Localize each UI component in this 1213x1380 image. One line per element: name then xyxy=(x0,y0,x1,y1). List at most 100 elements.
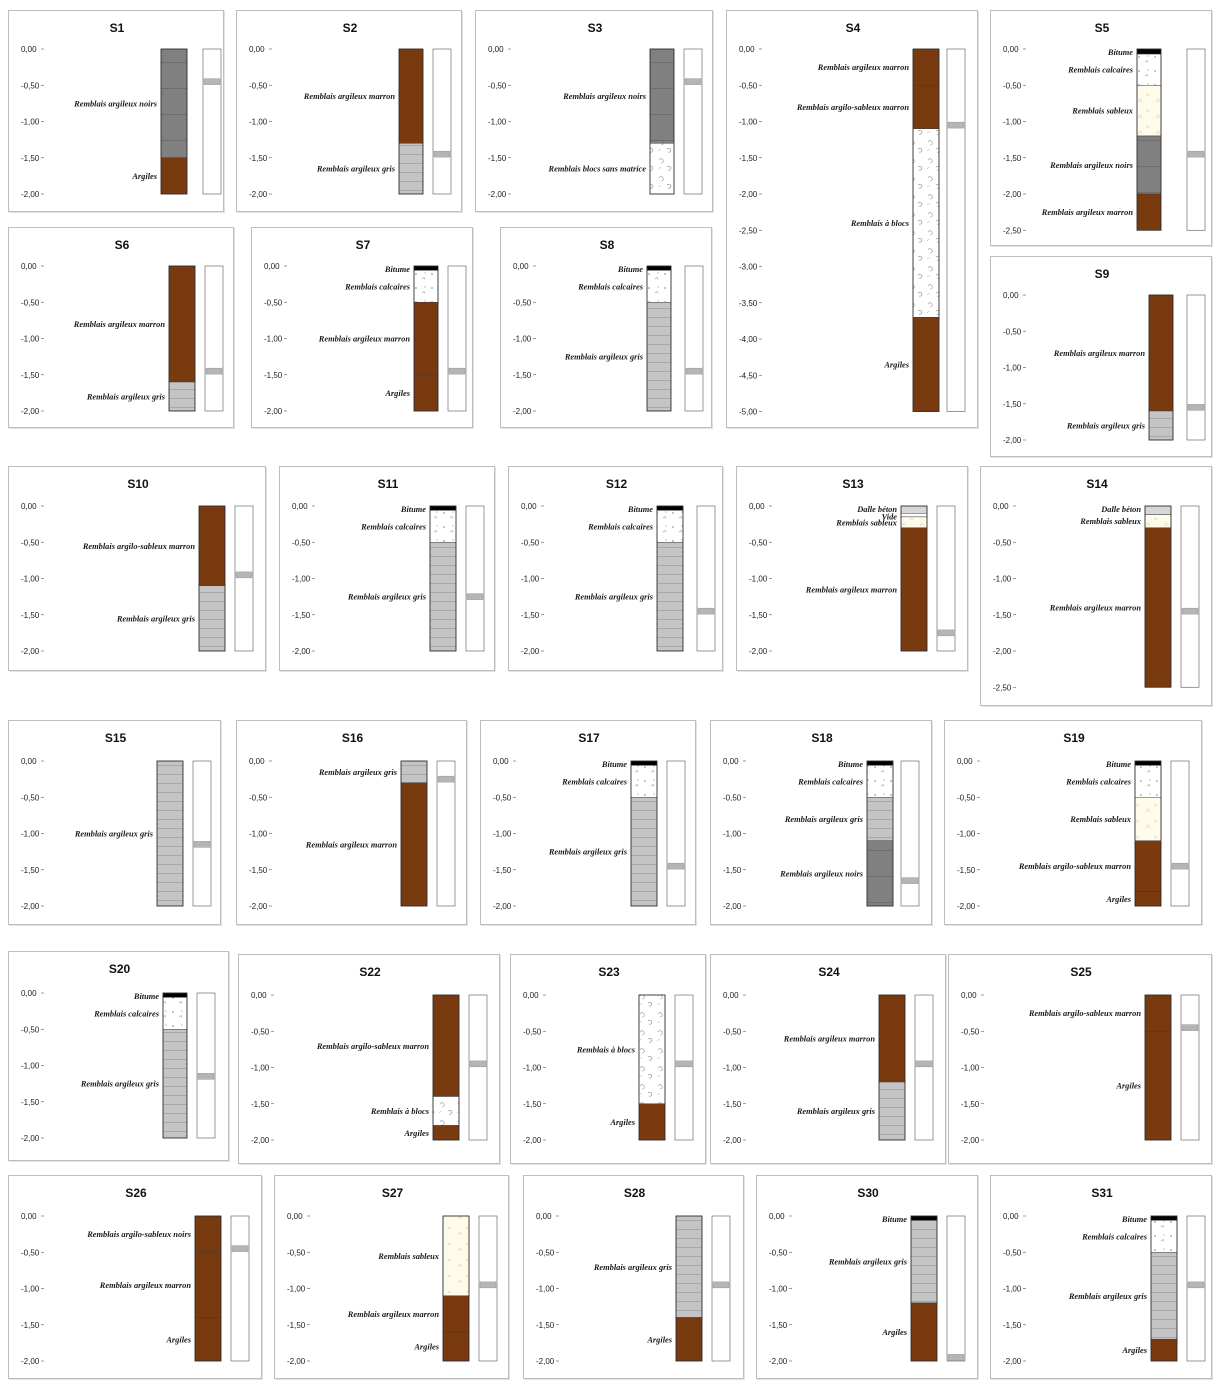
depth-tick-label: 0,00 xyxy=(957,757,973,766)
piezometer-tube xyxy=(196,992,216,1139)
piezometer-tube xyxy=(204,265,224,412)
depth-tick-label: -1,50 xyxy=(21,611,40,620)
layer-bitume xyxy=(162,992,188,998)
depth-tick-label: -2,00 xyxy=(749,647,768,656)
layer-calcaires xyxy=(413,270,439,303)
depth-tick-label: -1,50 xyxy=(513,371,532,380)
water-level-marker xyxy=(712,1281,730,1289)
layer-label: Remblais sableux xyxy=(835,518,897,527)
panel-title: S5 xyxy=(1095,21,1110,35)
depth-tick-label: 0,00 xyxy=(292,502,308,511)
depth-tick-label: -0,50 xyxy=(251,1027,270,1036)
log-column-outline xyxy=(413,265,439,412)
borehole-panel-s22: S22 0,00 -0,50 -1,00 -1,50 -2,00 Remblais argi… xyxy=(238,954,500,1164)
log-svg-s25: S25 0,00 -0,50 -1,00 -1,50 -2,00 Remblais argi… xyxy=(961,965,1200,1145)
depth-tick-label: -0,50 xyxy=(292,538,311,547)
water-level-marker xyxy=(203,78,221,85)
borehole-panel-s1: S1 0,00 -0,50 -1,00 -1,50 -2,00 Remblais argil… xyxy=(8,10,224,212)
depth-tick-label: -0,50 xyxy=(21,81,40,90)
depth-tick-label: -1,00 xyxy=(1003,118,1022,127)
layer-calcaires xyxy=(162,997,188,1030)
layer-label: Bitume xyxy=(384,265,410,274)
layer-label: Argiles xyxy=(646,1335,672,1344)
layer-marron xyxy=(900,527,928,652)
log-column-outline xyxy=(398,48,424,195)
depth-tick-label: -0,50 xyxy=(1003,1248,1022,1257)
water-level-marker xyxy=(901,877,919,884)
layer-label: Bitume xyxy=(1107,48,1133,57)
panel-title: S30 xyxy=(857,1186,879,1200)
depth-tick-label: -1,00 xyxy=(749,575,768,584)
panel-title: S31 xyxy=(1091,1186,1113,1200)
layer-label: Remblais calcaires xyxy=(1081,1232,1147,1241)
depth-tick-label: -1,50 xyxy=(493,866,512,875)
log-column-outline xyxy=(910,1215,938,1362)
depth-tick-label: -1,00 xyxy=(723,1064,742,1073)
layer-label: Remblais à blocs xyxy=(576,1045,635,1054)
piezometer-tube xyxy=(946,1215,966,1362)
layer-marron xyxy=(910,1302,938,1362)
depth-tick-label: -1,50 xyxy=(21,371,40,380)
layer-gris xyxy=(866,797,894,841)
depth-tick-label: -1,50 xyxy=(993,611,1012,620)
piezometer-tube xyxy=(230,1215,250,1362)
layer-label: Dalle béton xyxy=(1100,505,1141,514)
panel-title: S3 xyxy=(588,21,603,35)
depth-tick-label: -2,00 xyxy=(1003,436,1022,445)
layer-label: Remblais argileux gris xyxy=(80,1080,159,1089)
water-level-marker xyxy=(685,367,703,375)
log-column-outline xyxy=(878,994,906,1141)
panel-title: S10 xyxy=(127,477,149,491)
borehole-panel-s4: S4 0,00 -0,50 -1,00 -1,50 -2,00 -2,50 -3,00 -3,5… xyxy=(726,10,978,428)
depth-tick-label: -1,00 xyxy=(993,575,1012,584)
log-column-outline xyxy=(162,992,188,1139)
log-column-outline xyxy=(198,505,226,652)
borehole-panel-s15: S15 0,00 -0,50 -1,00 -1,50 -2,00 Remblais argi… xyxy=(8,720,221,925)
depth-tick-label: 0,00 xyxy=(723,757,739,766)
depth-tick-label: -1,50 xyxy=(292,611,311,620)
layer-label: Remblais argileux marron xyxy=(1053,349,1146,358)
depth-tick-label: -0,50 xyxy=(536,1248,555,1257)
log-column-outline xyxy=(1148,294,1174,441)
depth-tick-label: -0,50 xyxy=(249,793,268,802)
layer-label: Remblais à blocs xyxy=(370,1107,429,1116)
layer-label: Bitume xyxy=(1105,760,1131,769)
depth-tick-label: -0,50 xyxy=(21,793,40,802)
water-level-marker xyxy=(1187,150,1205,158)
depth-tick-label: -1,50 xyxy=(21,1098,40,1107)
log-svg-s13: S13 0,00 -0,50 -1,00 -1,50 -2,00 Dalle bétonVi… xyxy=(749,477,956,656)
layer-calcaires xyxy=(656,510,684,543)
depth-tick-label: -2,00 xyxy=(488,190,507,199)
layer-label: Remblais argilo-sableux marron xyxy=(1018,862,1131,871)
layer-label: Argiles xyxy=(384,389,410,398)
layer-bitume xyxy=(413,265,439,271)
depth-tick-label: -1,50 xyxy=(521,611,540,620)
layer-blocs xyxy=(912,128,940,318)
depth-tick-label: 0,00 xyxy=(521,502,537,511)
borehole-panel-s14: S14 0,00 -0,50 -1,00 -1,50 -2,00 -2,50 Dalle bé… xyxy=(980,466,1212,706)
layer-sableux xyxy=(1136,85,1162,137)
layer-label: Remblais argilo-sableux marron xyxy=(1028,1009,1141,1018)
layer-label: Remblais argileux marron xyxy=(1049,604,1142,613)
log-column-outline xyxy=(912,48,940,412)
borehole-panel-s2: S2 0,00 -0,50 -1,00 -1,50 -2,00 Remblais argil… xyxy=(236,10,462,212)
layer-sableux xyxy=(900,516,928,528)
piezometer-tube xyxy=(936,505,956,652)
layer-marron xyxy=(432,1125,460,1141)
layer-sableux xyxy=(1134,797,1162,841)
borehole-panel-s19: S19 0,00 -0,50 -1,00 -1,50 -2,00 Bitume Remblai… xyxy=(944,720,1202,925)
log-column-outline xyxy=(400,760,428,907)
layer-label: Remblais argileux marron xyxy=(817,63,910,72)
borehole-panel-s30: S30 0,00 -0,50 -1,00 -1,50 -2,00 Bitume Remblai… xyxy=(756,1175,978,1379)
log-column-outline xyxy=(646,265,672,412)
layer-marron xyxy=(912,317,940,412)
depth-tick-label: 0,00 xyxy=(251,991,267,1000)
layer-blocs xyxy=(649,143,675,195)
log-column-outline xyxy=(638,994,666,1141)
depth-tick-label: -4,00 xyxy=(739,335,758,344)
depth-tick-label: -0,50 xyxy=(513,298,532,307)
layer-marron xyxy=(1134,891,1162,907)
water-level-marker xyxy=(947,121,965,129)
depth-tick-label: -1,00 xyxy=(536,1285,555,1294)
layer-label: Remblais argilo-sableux marron xyxy=(82,542,195,551)
